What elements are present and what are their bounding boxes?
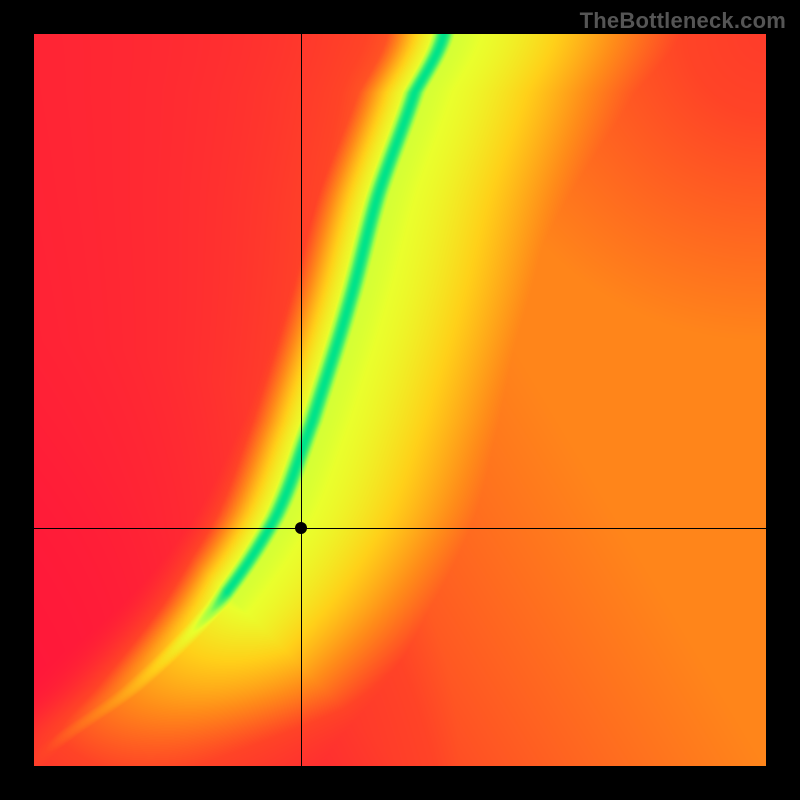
heatmap-plot xyxy=(34,34,766,766)
crosshair-horizontal xyxy=(34,528,766,529)
figure-container: TheBottleneck.com xyxy=(0,0,800,800)
heatmap-canvas xyxy=(34,34,766,766)
watermark-text: TheBottleneck.com xyxy=(580,8,786,34)
crosshair-vertical xyxy=(301,34,302,766)
selected-point-marker xyxy=(295,522,307,534)
